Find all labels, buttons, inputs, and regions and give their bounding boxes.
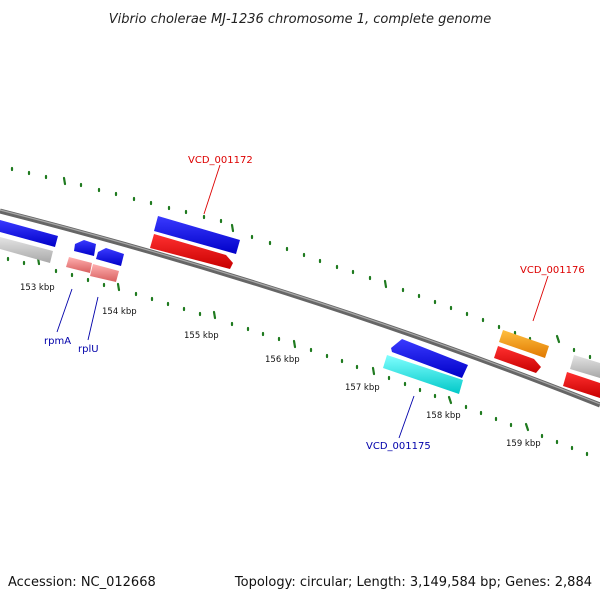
tick-label-159: 159 kbp (506, 439, 541, 449)
tick-label-155: 155 kbp (184, 331, 219, 341)
tick-label-153: 153 kbp (20, 283, 55, 293)
tick-labels: 153 kbp 154 kbp 155 kbp 156 kbp 157 kbp … (20, 283, 541, 449)
gene-pink-rplu (90, 264, 119, 282)
gene-red-vcd-001172 (150, 234, 233, 269)
tick-label-158: 158 kbp (426, 411, 461, 421)
tick-label-157: 157 kbp (345, 383, 380, 393)
gene-label-vcd-001176: VCD_001176 (520, 265, 585, 276)
inner-tick-ring (6, 256, 589, 457)
gene-label-vcd-001172: VCD_001172 (188, 155, 253, 166)
gene-blue-rpma (74, 240, 96, 256)
gene-pink-rpma (66, 257, 92, 273)
map-title: Vibrio cholerae MJ-1236 chromosome 1, co… (109, 12, 491, 27)
gene-cyan-vcd-001175 (383, 355, 463, 394)
tick-label-154: 154 kbp (102, 307, 137, 317)
outer-tick-ring (10, 166, 592, 360)
gene-label-vcd-001175: VCD_001175 (366, 441, 431, 452)
gene-red-right (563, 372, 600, 398)
gene-features (0, 216, 600, 398)
accession-text: Accession: NC_012668 (8, 575, 156, 590)
gene-gray-left (0, 237, 53, 263)
genome-summary-text: Topology: circular; Length: 3,149,584 bp… (234, 575, 592, 590)
label-leaders (56, 164, 549, 439)
gene-labels: VCD_001172 VCD_001176 rpmA rplU VCD_0011… (44, 155, 585, 452)
gene-blue-left (0, 220, 58, 247)
gene-label-rpma: rpmA (44, 336, 71, 347)
gene-gray-right (570, 355, 600, 378)
gene-red-vcd-001176 (494, 346, 541, 373)
gene-blue-rplu (96, 248, 124, 266)
gene-blue-vcd-001175 (391, 339, 468, 378)
gene-label-rplu: rplU (78, 344, 99, 355)
gene-blue-vcd-001172 (154, 216, 240, 254)
genome-backbone (0, 208, 600, 408)
tick-label-156: 156 kbp (265, 355, 300, 365)
gene-orange-vcd-001176 (499, 330, 549, 358)
